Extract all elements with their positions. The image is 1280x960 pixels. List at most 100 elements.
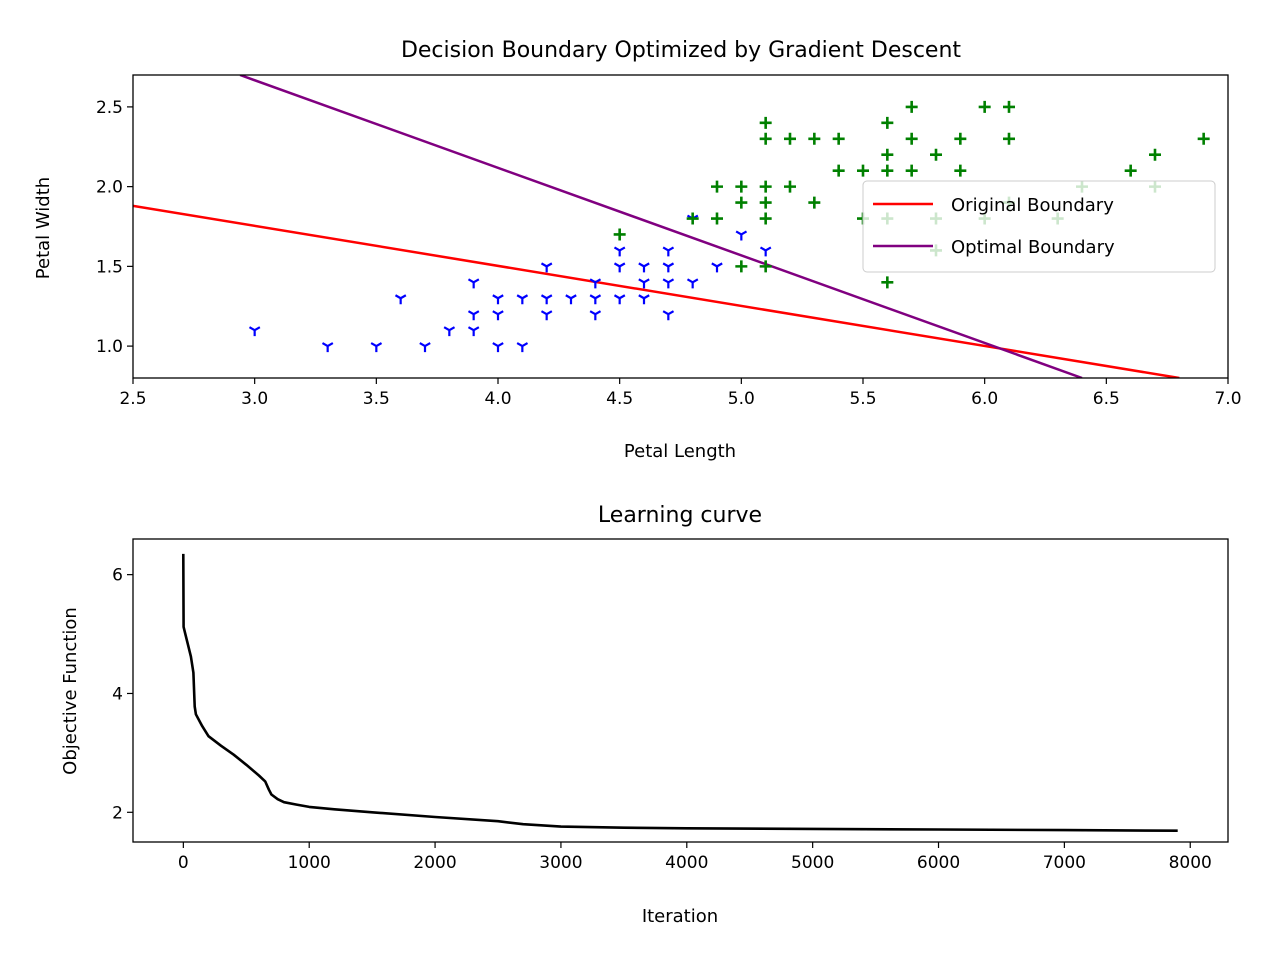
decision-boundary-chart: Decision Boundary Optimized by Gradient … (33, 38, 1242, 462)
scatter-point-plus (1003, 132, 1015, 145)
scatter-point-plus (808, 132, 821, 145)
chart2-x-tick-label: 0 (178, 853, 189, 873)
scatter-point-plus (905, 164, 918, 177)
scatter-point-tri (443, 326, 456, 337)
scatter-point-plus (832, 132, 845, 145)
chart2-x-tick-label: 6000 (917, 853, 960, 873)
chart2-x-tick-label: 3000 (539, 853, 582, 873)
scatter-point-tri (662, 262, 675, 273)
scatter-point-tri (638, 294, 650, 305)
chart1-x-tick-label: 6.0 (971, 389, 998, 409)
scatter-point-plus (1003, 100, 1015, 113)
scatter-point-plus (759, 260, 772, 273)
scatter-point-tri (516, 294, 529, 305)
chart2-x-tick-label: 7000 (1043, 853, 1086, 873)
chart1-x-tick-label: 4.0 (484, 389, 511, 409)
scatter-point-tri (662, 278, 675, 289)
chart2-x-tick-label: 4000 (665, 853, 708, 873)
chart1-title: Decision Boundary Optimized by Gradient … (401, 38, 961, 63)
scatter-point-plus (808, 196, 821, 209)
scatter-point-tri (565, 294, 577, 305)
chart2-plot-frame (132, 538, 1229, 843)
chart1-y-tick-label: 1.0 (96, 337, 123, 357)
scatter-point-tri (540, 294, 553, 305)
chart1-y-tick-label: 1.5 (96, 257, 123, 277)
scatter-point-tri (370, 342, 383, 353)
scatter-point-plus (1124, 164, 1137, 177)
scatter-point-tri (735, 230, 748, 241)
scatter-point-plus (759, 116, 772, 129)
scatter-point-plus (881, 276, 894, 289)
chart1-x-tick-label: 6.5 (1093, 389, 1120, 409)
scatter-point-plus (881, 164, 894, 177)
scatter-point-plus (759, 180, 772, 193)
scatter-point-tri (711, 262, 723, 273)
scatter-point-plus (759, 212, 772, 225)
scatter-point-plus (613, 228, 626, 241)
chart2-title: Learning curve (598, 503, 762, 528)
chart2-x-tick-label: 2000 (413, 853, 456, 873)
scatter-point-plus (954, 132, 967, 145)
scatter-point-plus (857, 164, 869, 177)
chart2-y-axis-label: Objective Function (60, 607, 81, 775)
chart2-x-axis-label: Iteration (642, 906, 718, 927)
scatter-point-tri (589, 278, 602, 289)
scatter-point-tri (394, 294, 407, 305)
scatter-point-tri (662, 246, 675, 257)
learning-curve-line (182, 553, 1178, 832)
legend-box (862, 180, 1216, 273)
scatter-point-tri (540, 262, 553, 273)
scatter-point-tri (759, 246, 772, 257)
chart2-y-tick-label: 4 (112, 684, 123, 704)
scatter-point-plus (832, 164, 845, 177)
chart1-x-tick-label: 3.5 (363, 389, 390, 409)
chart1-y-tick-label: 2.0 (96, 178, 123, 198)
scatter-point-tri (638, 278, 650, 289)
chart2-y-tick-label: 2 (112, 803, 123, 823)
scatter-point-tri (321, 342, 334, 353)
chart1-x-axis-label: Petal Length (624, 441, 736, 462)
chart1-x-tick-label: 5.5 (849, 389, 876, 409)
scatter-point-tri (686, 278, 699, 289)
chart2-y-tick-label: 6 (112, 566, 123, 586)
scatter-point-tri (613, 262, 626, 273)
scatter-point-plus (784, 180, 796, 193)
scatter-point-tri (248, 326, 261, 337)
scatter-point-tri (467, 326, 480, 337)
chart2-x-tick-label: 1000 (288, 853, 331, 873)
scatter-point-plus (978, 100, 991, 113)
scatter-point-plus (930, 148, 942, 161)
legend-label-original-boundary: Original Boundary (951, 195, 1114, 216)
scatter-point-plus (759, 132, 772, 145)
scatter-point-tri (467, 310, 480, 321)
scatter-point-plus (735, 180, 748, 193)
scatter-point-plus (1149, 148, 1161, 161)
scatter-point-plus (735, 260, 748, 273)
scatter-point-plus (1197, 132, 1210, 145)
chart1-y-tick-label: 2.5 (96, 98, 123, 118)
scatter-point-tri (540, 310, 553, 321)
chart1-x-tick-label: 5.0 (728, 389, 755, 409)
chart1-x-tick-label: 4.5 (606, 389, 633, 409)
chart2-x-tick-label: 8000 (1169, 853, 1212, 873)
scatter-point-tri (589, 294, 602, 305)
scatter-point-plus (711, 180, 723, 193)
scatter-point-plus (759, 196, 772, 209)
scatter-point-plus (905, 132, 918, 145)
scatter-point-tri (492, 342, 504, 353)
chart1-x-tick-label: 3.0 (241, 389, 268, 409)
scatter-point-plus (905, 100, 918, 113)
scatter-point-plus (881, 148, 894, 161)
legend-label-optimal-boundary: Optimal Boundary (951, 237, 1115, 258)
chart1-x-tick-label: 7.0 (1214, 389, 1241, 409)
chart2-x-tick-label: 5000 (791, 853, 834, 873)
scatter-point-plus (711, 212, 723, 225)
scatter-point-tri (419, 342, 431, 353)
scatter-point-plus (881, 116, 894, 129)
scatter-point-plus (735, 196, 748, 209)
scatter-point-tri (492, 310, 504, 321)
scatter-point-tri (516, 342, 529, 353)
scatter-point-tri (613, 294, 626, 305)
